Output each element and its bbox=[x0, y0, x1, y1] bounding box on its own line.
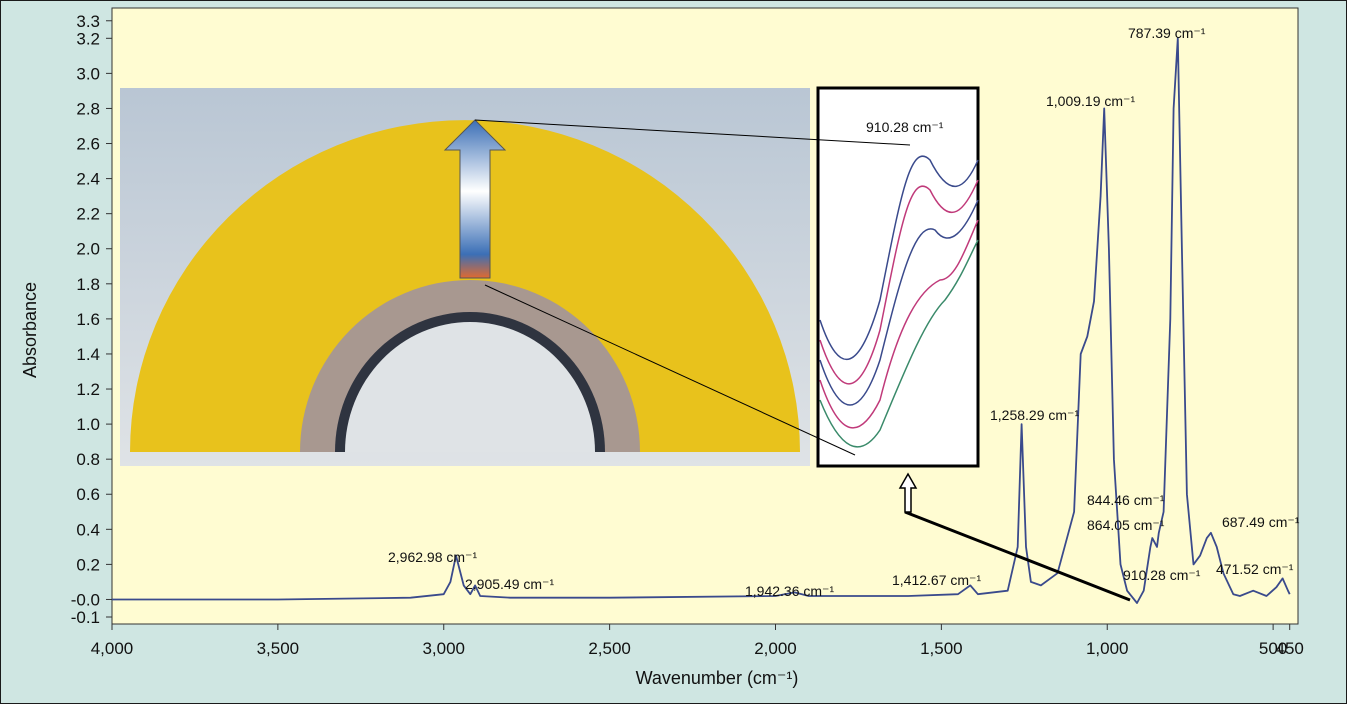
y-tick-label: 1.0 bbox=[76, 415, 100, 434]
x-tick-label: 4,000 bbox=[91, 639, 134, 658]
y-tick-label: 3.3 bbox=[76, 12, 100, 31]
y-tick-label: 0.6 bbox=[76, 485, 100, 504]
y-tick-label: 2.0 bbox=[76, 240, 100, 259]
annotation: 1,942.36 cm⁻¹ bbox=[745, 583, 834, 599]
y-tick-label: 1.2 bbox=[76, 380, 100, 399]
x-tick-label: 500 bbox=[1259, 639, 1287, 658]
x-tick-label: 1,500 bbox=[920, 639, 963, 658]
annotation: 687.49 cm⁻¹ bbox=[1222, 514, 1300, 530]
y-tick-label: 1.8 bbox=[76, 275, 100, 294]
annotation: 844.46 cm⁻¹ bbox=[1087, 492, 1165, 508]
y-tick-label: 2.2 bbox=[76, 205, 100, 224]
x-tick-label: 1,000 bbox=[1086, 639, 1129, 658]
annotation: 1,009.19 cm⁻¹ bbox=[1046, 93, 1135, 109]
photo-inset bbox=[120, 88, 810, 466]
y-tick-label: 0.4 bbox=[76, 520, 100, 539]
y-tick-label: 3.2 bbox=[76, 29, 100, 48]
annotation: 787.39 cm⁻¹ bbox=[1128, 25, 1206, 41]
annotation: 1,412.67 cm⁻¹ bbox=[892, 572, 981, 588]
y-tick-label: 2.8 bbox=[76, 99, 100, 118]
x-tick-label: 3,000 bbox=[422, 639, 465, 658]
annotation: 910.28 cm⁻¹ bbox=[1123, 567, 1201, 583]
annotation: 1,258.29 cm⁻¹ bbox=[990, 407, 1079, 423]
y-axis-title: Absorbance bbox=[20, 282, 40, 378]
x-axis-title: Wavenumber (cm⁻¹) bbox=[636, 668, 799, 688]
x-tick-label: 2,000 bbox=[754, 639, 797, 658]
x-tick-label: 450 bbox=[1276, 639, 1304, 658]
y-tick-label: -0.1 bbox=[71, 608, 100, 627]
annotation: 2,905.49 cm⁻¹ bbox=[465, 576, 554, 592]
y-tick-label: 0.8 bbox=[76, 450, 100, 469]
y-tick-label: 0.2 bbox=[76, 555, 100, 574]
zoom-inset bbox=[474, 86, 1131, 602]
annotation: 471.52 cm⁻¹ bbox=[1216, 561, 1294, 577]
x-tick-label: 2,500 bbox=[588, 639, 631, 658]
y-tick-label: 1.4 bbox=[76, 345, 100, 364]
spectrum-line bbox=[112, 37, 1291, 604]
y-tick-label: 2.6 bbox=[76, 135, 100, 154]
y-tick-label: 1.6 bbox=[76, 310, 100, 329]
y-tick-label: 3.0 bbox=[76, 64, 100, 83]
annotation: 2,962.98 cm⁻¹ bbox=[388, 549, 477, 565]
annotation: 864.05 cm⁻¹ bbox=[1087, 517, 1165, 533]
y-tick-label: 2.4 bbox=[76, 170, 100, 189]
x-tick-label: 3,500 bbox=[257, 639, 300, 658]
y-tick-label: -0.0 bbox=[71, 590, 100, 609]
annotation: 910.28 cm⁻¹ bbox=[866, 119, 944, 135]
